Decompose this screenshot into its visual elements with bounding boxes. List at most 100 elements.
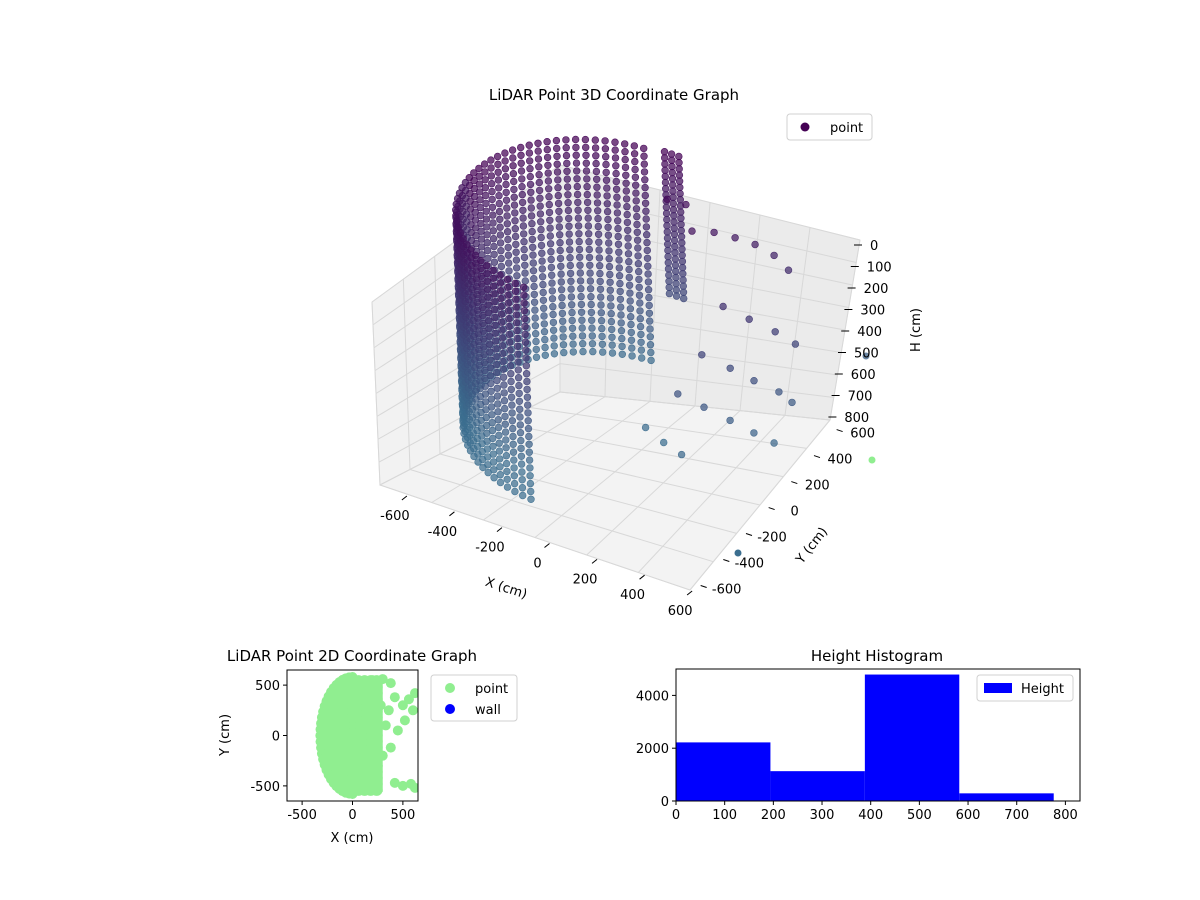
x-tick-label-3d: 600 xyxy=(668,604,693,619)
point-3d xyxy=(519,214,527,222)
point-3d xyxy=(677,214,685,222)
point-3d xyxy=(490,282,498,290)
point-3d xyxy=(493,376,501,385)
point-3d xyxy=(569,348,577,356)
point-3d xyxy=(568,316,576,325)
point-3d xyxy=(495,431,503,440)
point-3d xyxy=(513,272,521,280)
point-3d xyxy=(595,254,604,262)
point-3d xyxy=(511,217,519,225)
point-3d xyxy=(640,160,648,168)
point-3d xyxy=(489,450,497,458)
point-3d xyxy=(503,483,512,491)
point-3d xyxy=(574,206,582,214)
point-3d xyxy=(663,195,671,204)
point-3d xyxy=(552,136,561,145)
point-3d xyxy=(475,164,483,173)
point-3d xyxy=(633,212,641,221)
point-3d xyxy=(679,288,688,296)
point-3d xyxy=(671,243,679,251)
point-3d xyxy=(750,429,758,437)
point-3d xyxy=(616,295,625,303)
point-3d xyxy=(505,267,513,275)
point-3d xyxy=(562,136,570,144)
point-3d xyxy=(475,172,483,180)
point-3d xyxy=(518,468,526,476)
point-3d xyxy=(499,349,507,358)
point-3d xyxy=(490,290,498,298)
legend-marker-wall-2d xyxy=(445,704,455,714)
point-2d xyxy=(385,742,396,753)
point-3d xyxy=(644,278,653,286)
y-tick-label-3d: 400 xyxy=(828,453,853,468)
point-3d xyxy=(674,390,682,398)
point-3d xyxy=(583,183,591,191)
point-3d xyxy=(563,167,571,176)
point-3d xyxy=(526,180,535,189)
point-3d xyxy=(490,306,499,314)
point-3d xyxy=(637,330,645,339)
grid-line-3d xyxy=(559,391,831,421)
point-3d xyxy=(635,291,644,299)
point-3d xyxy=(726,364,734,372)
point-3d xyxy=(497,310,506,318)
points-3d xyxy=(452,135,876,557)
point-3d xyxy=(510,185,518,194)
point-3d xyxy=(546,216,554,225)
point-2d xyxy=(407,705,418,716)
point-3d xyxy=(572,167,581,175)
point-3d xyxy=(557,286,566,294)
histogram-bar xyxy=(864,674,960,801)
point-3d xyxy=(579,347,587,356)
y-tick-label-3d: 0 xyxy=(791,505,799,520)
point-3d xyxy=(584,230,593,238)
legend-marker-height xyxy=(984,683,1012,693)
point-3d xyxy=(496,223,504,231)
point-3d xyxy=(563,175,571,183)
point-3d xyxy=(484,254,492,263)
point-3d xyxy=(546,224,554,232)
point-3d xyxy=(602,168,610,177)
point-3d xyxy=(640,168,649,176)
point-3d xyxy=(481,184,490,192)
point-3d xyxy=(613,217,622,225)
point-3d xyxy=(614,232,622,241)
point-3d xyxy=(501,149,509,157)
z-tick-label-3d: 700 xyxy=(848,390,873,405)
point-3d xyxy=(618,342,626,351)
point-2d xyxy=(409,782,418,793)
point-3d xyxy=(500,389,508,397)
point-3d xyxy=(642,231,651,239)
histogram-bar xyxy=(676,742,771,801)
point-3d xyxy=(645,301,653,310)
point-3d xyxy=(578,316,586,324)
point-3d xyxy=(512,311,521,319)
point-3d xyxy=(491,329,499,337)
point-3d xyxy=(632,197,640,205)
point-3d xyxy=(539,296,548,304)
point-3d xyxy=(507,393,516,401)
point-3d xyxy=(665,277,673,285)
x-tick-3d xyxy=(591,558,598,564)
point-3d xyxy=(537,225,545,234)
point-3d xyxy=(527,495,535,503)
point-3d xyxy=(607,325,616,334)
point-3d xyxy=(549,310,557,319)
point-3d xyxy=(534,155,543,163)
point-3d xyxy=(515,381,523,390)
point-3d xyxy=(536,218,545,226)
point-3d xyxy=(484,301,492,309)
point-3d xyxy=(675,165,683,173)
point-3d xyxy=(487,379,495,388)
point-3d xyxy=(868,456,876,464)
point-3d xyxy=(496,478,505,487)
point-3d xyxy=(501,420,509,428)
point-2d xyxy=(397,780,408,791)
point-3d xyxy=(487,172,496,180)
point-3d xyxy=(495,199,503,208)
y-tick-3d xyxy=(768,507,775,511)
point-3d xyxy=(616,287,624,296)
point-3d xyxy=(502,436,510,444)
point-3d xyxy=(661,172,669,181)
point-3d xyxy=(569,340,577,348)
